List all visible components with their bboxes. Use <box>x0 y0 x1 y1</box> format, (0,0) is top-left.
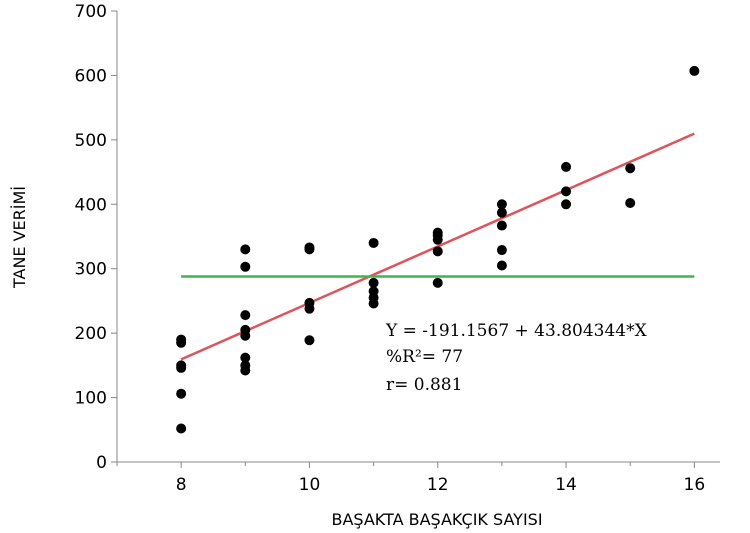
data-point <box>496 199 507 210</box>
y-tick-label: 600 <box>75 66 107 86</box>
data-point <box>304 297 315 308</box>
data-point <box>240 261 251 272</box>
annotation-r: r= 0.881 <box>386 375 462 395</box>
data-point <box>432 227 443 238</box>
x-tick-label: 16 <box>684 475 706 495</box>
data-point <box>625 197 636 208</box>
data-point <box>240 360 251 371</box>
data-point <box>176 423 187 434</box>
annotation-equation: Y = -191.1567 + 43.804344*X <box>385 321 648 341</box>
data-point <box>176 334 187 345</box>
y-tick-label: 0 <box>96 453 107 473</box>
y-axis-title: TANE VERİMİ <box>10 186 29 289</box>
data-point <box>561 199 572 210</box>
data-point <box>561 186 572 197</box>
data-point <box>240 310 251 321</box>
data-point <box>176 388 187 399</box>
annotation-r-squared: %R²= 77 <box>386 347 463 367</box>
data-point <box>368 286 379 297</box>
data-point <box>304 335 315 346</box>
data-point <box>689 65 700 76</box>
x-axis-title: BAŞAKTA BAŞAKÇIK SAYISI <box>331 510 542 529</box>
y-tick-label: 300 <box>75 260 107 280</box>
x-tick-label: 12 <box>427 475 449 495</box>
data-points <box>176 65 700 434</box>
x-tick-label: 8 <box>176 475 187 495</box>
data-point <box>240 244 251 255</box>
y-tick-label: 500 <box>75 131 107 151</box>
data-point <box>368 277 379 288</box>
data-point <box>240 324 251 335</box>
axes: 0 100 200 300 400 500 600 700 8 10 12 14 16 <box>75 2 720 495</box>
data-point <box>496 245 507 256</box>
y-tick-label: 200 <box>75 324 107 344</box>
data-point <box>304 242 315 253</box>
data-point <box>368 237 379 248</box>
x-tick-label: 14 <box>555 475 577 495</box>
data-point <box>432 246 443 257</box>
data-point <box>496 220 507 231</box>
data-point <box>240 352 251 363</box>
data-point <box>625 163 636 174</box>
data-point <box>496 207 507 218</box>
data-point <box>496 260 507 271</box>
y-tick-label: 100 <box>75 389 107 409</box>
data-point <box>561 161 572 172</box>
data-point <box>176 360 187 371</box>
x-tick-label: 10 <box>299 475 321 495</box>
y-tick-label: 700 <box>75 2 107 22</box>
data-point <box>432 277 443 288</box>
y-tick-label: 400 <box>75 195 107 215</box>
